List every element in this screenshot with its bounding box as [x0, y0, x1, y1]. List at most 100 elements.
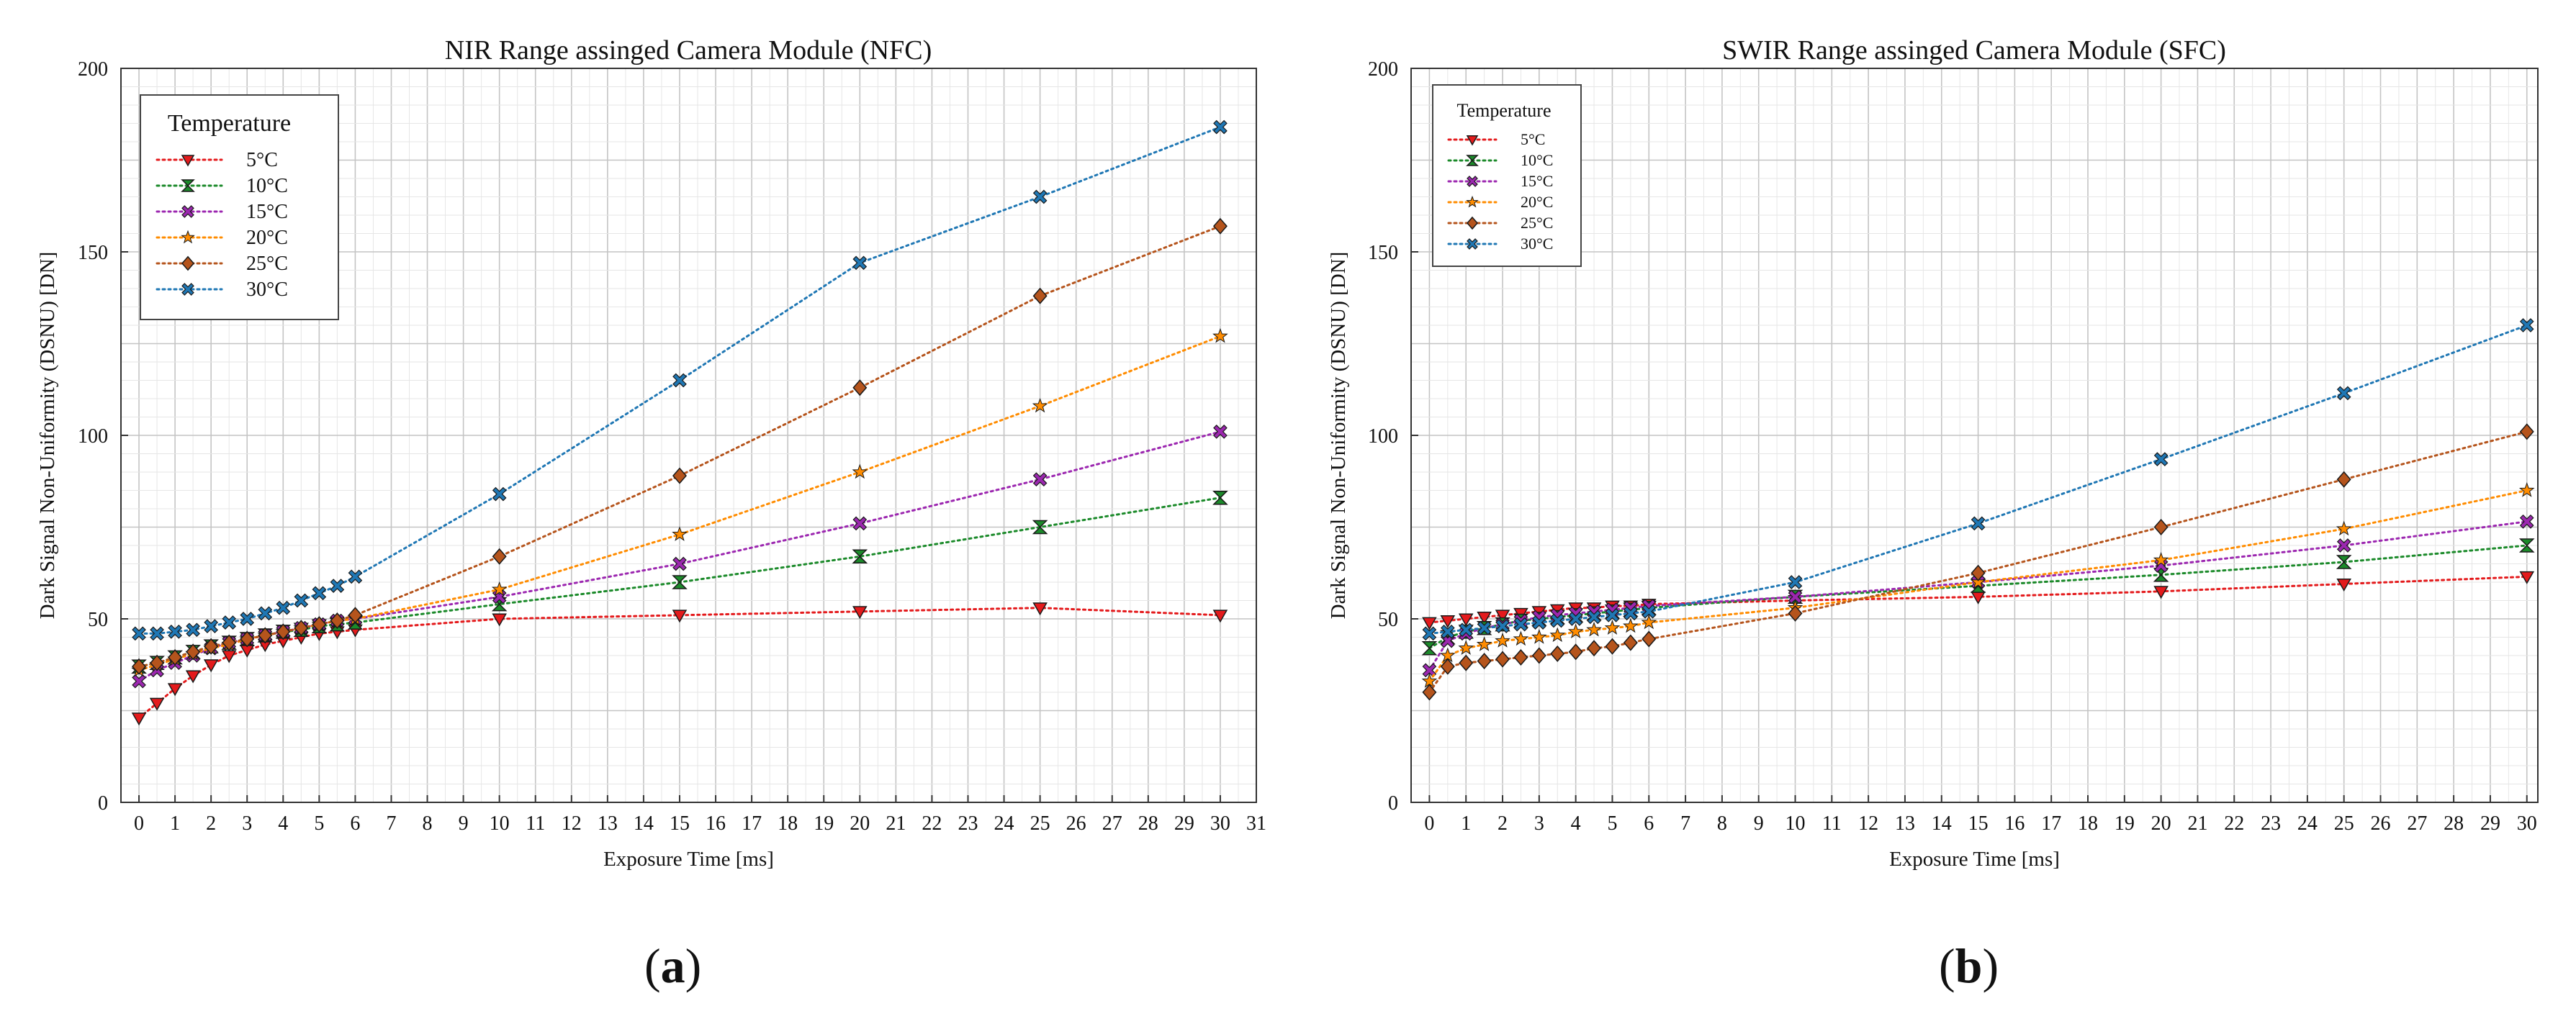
- data-point: [312, 586, 327, 601]
- data-point: [1586, 621, 1602, 637]
- x-tick-label: 26: [2371, 812, 2391, 835]
- data-point: [492, 613, 507, 627]
- data-point: [1440, 625, 1455, 639]
- data-point: [1971, 516, 1986, 531]
- data-point: [222, 634, 237, 651]
- caption-close-paren: ): [1982, 938, 1999, 993]
- x-tick-label: 9: [459, 812, 469, 835]
- x-tick-label: 17: [742, 812, 762, 835]
- data-point: [1032, 472, 1048, 487]
- data-point: [149, 697, 165, 711]
- x-tick-label: 23: [2261, 812, 2281, 835]
- legend-title: Temperature: [1457, 100, 1552, 121]
- x-tick-label: 2: [206, 812, 216, 835]
- y-tick-label: 200: [78, 58, 108, 81]
- data-point: [852, 255, 868, 271]
- legend: Temperature 5°C 10°C 15°C 20°C 25°C 30°C: [140, 94, 339, 320]
- caption-close-paren: ): [685, 938, 702, 993]
- x-tick-label: 5: [1607, 812, 1617, 835]
- data-point: [1212, 610, 1228, 623]
- data-point: [1495, 619, 1510, 634]
- legend-marker: [1467, 216, 1478, 230]
- y-axis-label: Dark Signal Non-Uniformity (DSNU) [DN]: [1327, 252, 1350, 620]
- x-tick-label: 24: [2297, 812, 2318, 835]
- data-point: [186, 622, 200, 638]
- data-point: [2336, 555, 2352, 569]
- data-point: [1549, 627, 1566, 643]
- data-point: [1213, 425, 1228, 439]
- data-point: [150, 654, 165, 671]
- series-25c: [132, 217, 1228, 675]
- series-line: [1428, 544, 2528, 650]
- x-tick-label: 25: [1030, 812, 1050, 835]
- data-point: [1513, 649, 1528, 666]
- data-point: [1531, 647, 1546, 664]
- x-tick-label: 6: [1644, 812, 1654, 835]
- caption-text: (a): [644, 938, 701, 993]
- x-tick-label: 4: [278, 812, 288, 835]
- data-point: [1440, 658, 1455, 675]
- data-point: [1568, 612, 1583, 626]
- data-point: [1788, 575, 1803, 589]
- tick-labels: 0 1 2 3 4 5 6 7 8 9 10 11 12 13 14 15 16 17 18 19 20 21 22 23 24…: [1368, 58, 2537, 835]
- tick-labels: 0 1 2 3 4 5 6 7 8 9 10 11 12 13 14 15 16 17 18 19 20 21 22 23 24…: [78, 58, 1266, 835]
- legend-marker: [1466, 155, 1479, 166]
- data-point: [1605, 638, 1620, 655]
- data-point: [258, 627, 273, 644]
- data-point: [1531, 615, 1546, 630]
- series-line: [1428, 489, 2528, 683]
- y-tick-label: 50: [88, 609, 108, 631]
- data-point: [1513, 630, 1529, 646]
- data-point: [1971, 564, 1986, 581]
- data-point: [1477, 653, 1492, 670]
- data-point: [1477, 611, 1492, 625]
- data-point: [1458, 613, 1474, 627]
- x-tick-label: 16: [2004, 812, 2025, 835]
- data-point: [294, 620, 309, 637]
- legend-marker: [181, 255, 194, 271]
- x-tick-label: 16: [706, 812, 726, 835]
- data-point: [2519, 571, 2535, 584]
- data-point: [491, 581, 508, 597]
- data-point: [1550, 645, 1565, 662]
- chart-title: NIR Range assinged Camera Module (NFC): [445, 35, 932, 65]
- data-point: [2153, 552, 2169, 567]
- data-point: [492, 548, 507, 565]
- data-point: [1477, 620, 1492, 635]
- x-tick-label: 8: [1717, 812, 1727, 835]
- legend-label: 15°C: [246, 201, 288, 223]
- data-point: [852, 379, 868, 397]
- data-point: [204, 638, 219, 655]
- x-tick-label: 29: [1174, 812, 1194, 835]
- x-tick-label: 10: [490, 812, 510, 835]
- data-point: [2519, 318, 2534, 332]
- data-point: [1788, 589, 1803, 604]
- data-point: [1641, 614, 1657, 630]
- x-tick-label: 26: [1066, 812, 1086, 835]
- data-point: [1212, 490, 1228, 505]
- legend-label: 25°C: [1521, 214, 1553, 232]
- data-point: [1440, 615, 1456, 629]
- data-point: [168, 625, 182, 639]
- legend-label: 10°C: [1521, 151, 1553, 169]
- x-tick-label: 7: [1680, 812, 1690, 835]
- x-tick-label: 20: [850, 812, 870, 835]
- data-point: [1604, 620, 1621, 635]
- data-point: [1788, 604, 1803, 622]
- y-tick-label: 0: [1388, 792, 1398, 815]
- legend-marker: [1466, 195, 1479, 208]
- chart-a: 0 1 2 3 4 5 6 7 8 9 10 11 12 13 14 15 16 17 18 19 20 21 22 23 24…: [36, 35, 1266, 993]
- data-point: [204, 619, 219, 634]
- x-tick-label: 18: [2078, 812, 2098, 835]
- x-tick-label: 8: [423, 812, 433, 835]
- data-point: [132, 626, 146, 641]
- data-point: [1550, 613, 1565, 628]
- x-tick-label: 7: [386, 812, 396, 835]
- legend-label: 25°C: [246, 253, 288, 275]
- legend-box: [1432, 84, 1582, 267]
- x-tick-label: 14: [1932, 812, 1952, 835]
- data-point: [240, 630, 255, 648]
- series-25c: [1422, 423, 2534, 701]
- data-point: [2336, 579, 2351, 592]
